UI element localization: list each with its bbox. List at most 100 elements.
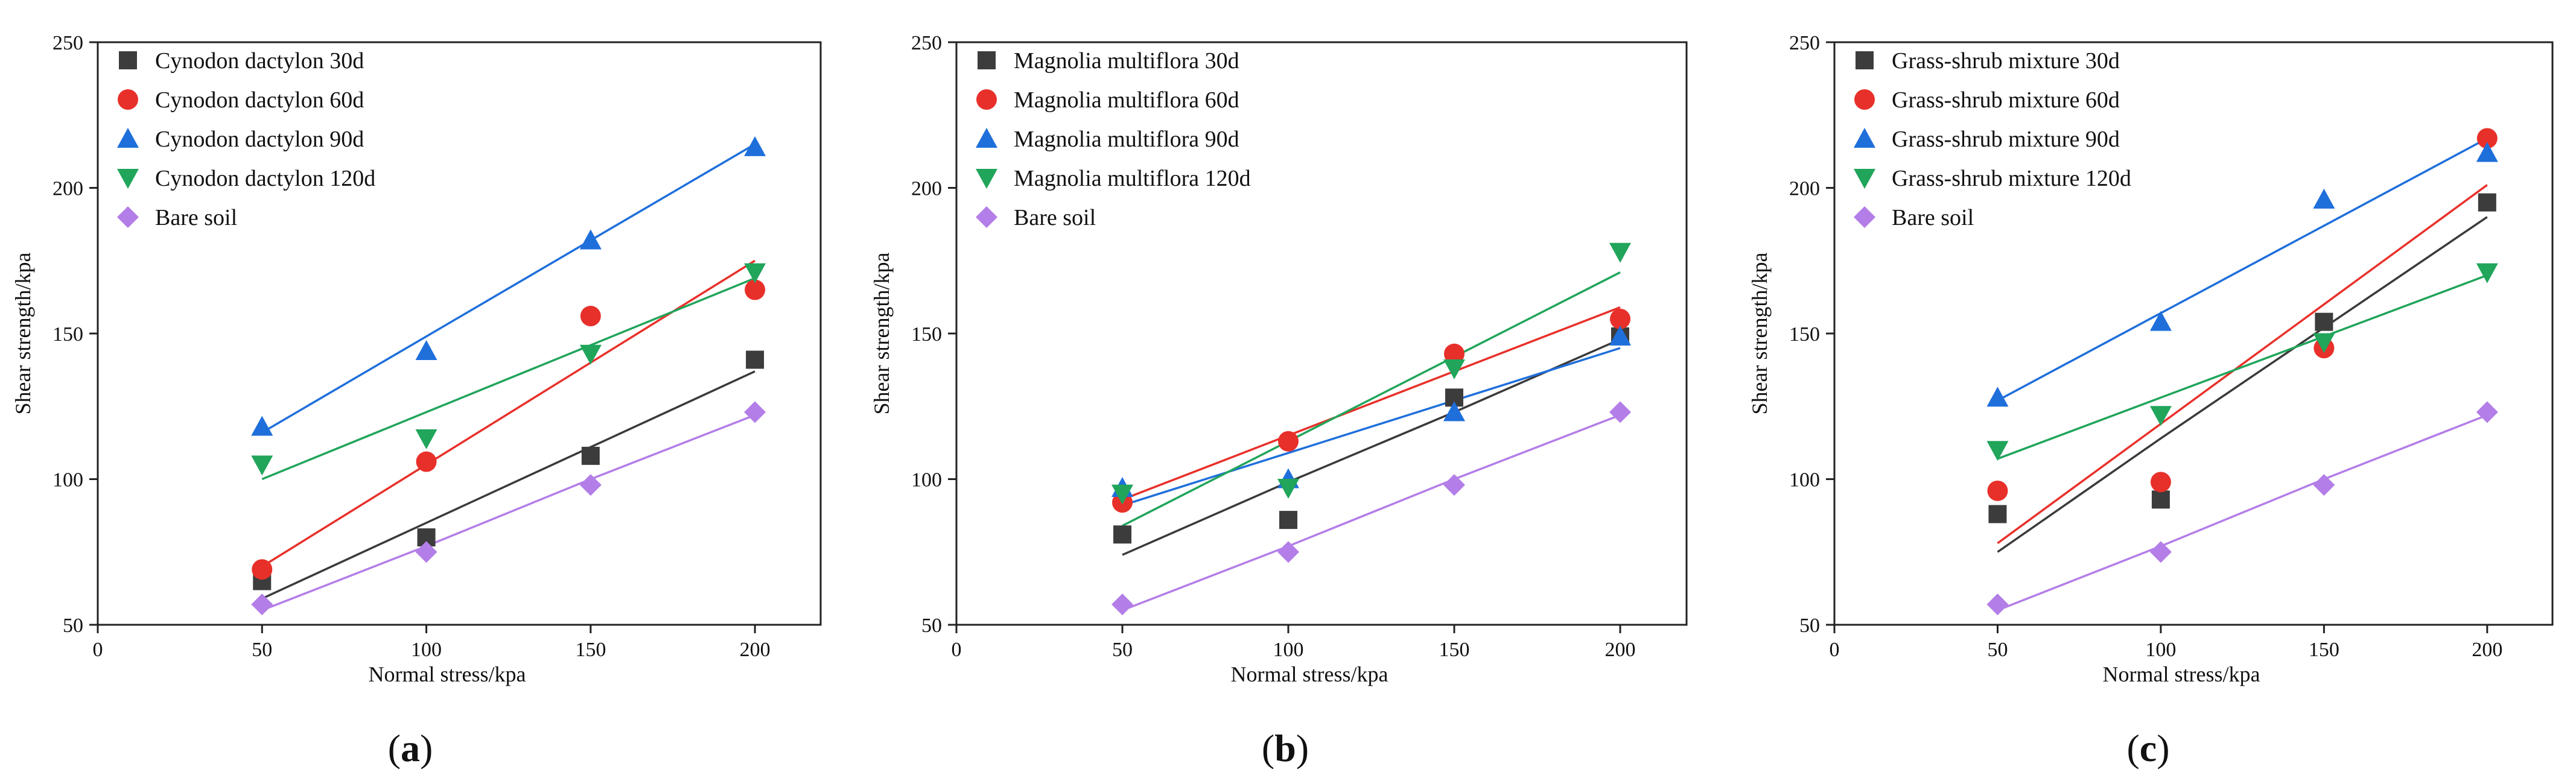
data-point (2313, 333, 2335, 353)
legend-label: Bare soil (1014, 205, 1096, 230)
legend-label: Bare soil (1892, 205, 1974, 230)
data-point (1277, 478, 1299, 499)
legend-label: Cynodon dactylon 90d (155, 127, 364, 152)
y-tick-label: 150 (52, 323, 83, 346)
legend-label: Bare soil (155, 205, 237, 230)
panel-label: (a) (388, 727, 433, 770)
legend-label: Cynodon dactylon 30d (155, 48, 364, 74)
y-tick-label: 200 (1789, 178, 1820, 200)
panel-label-close: ) (2157, 727, 2169, 770)
data-series-3 (1986, 142, 2498, 407)
data-point (1986, 441, 2009, 461)
legend-label: Magnolia multiflora 90d (1014, 127, 1239, 152)
fit-line-series-3 (1997, 137, 2488, 402)
legend-marker (1854, 206, 1875, 228)
data-series-4 (1111, 242, 1631, 505)
fit-line-series-3 (1122, 347, 1621, 507)
data-point (251, 455, 273, 476)
legend-label: Grass-shrub mixture 30d (1892, 48, 2120, 74)
data-point (579, 474, 602, 496)
data-point (2476, 142, 2498, 162)
y-tick-label: 250 (1789, 32, 1820, 54)
panel-label-open: ( (388, 727, 401, 770)
data-point (1609, 401, 1631, 423)
data-point (1986, 387, 2009, 407)
data-point (2313, 474, 2335, 496)
data-point (1279, 511, 1297, 530)
data-point (744, 263, 766, 283)
data-point (1988, 505, 2007, 523)
data-point (2478, 193, 2496, 212)
panel-label-letter: b (1274, 727, 1296, 770)
panel-label-letter: c (2140, 727, 2157, 770)
data-series-2 (1112, 308, 1630, 513)
y-tick-label: 250 (911, 32, 942, 54)
fit-line-series-1 (1997, 216, 2488, 553)
legend-marker (119, 51, 137, 69)
x-tick-label: 50 (252, 639, 272, 661)
legend-label: Cynodon dactylon 60d (155, 87, 364, 113)
y-tick-label: 100 (52, 469, 83, 492)
data-point (1443, 474, 1465, 496)
y-tick-label: 50 (1799, 615, 1820, 637)
fit-line-series-2 (1122, 306, 1621, 501)
x-tick-label: 50 (1987, 639, 2008, 661)
data-series-1 (1988, 193, 2496, 523)
data-series-1 (1113, 327, 1629, 544)
data-point (1278, 431, 1299, 452)
legend-label: Cynodon dactylon 120d (155, 166, 375, 191)
data-point (1111, 484, 1133, 505)
y-tick-label: 150 (1789, 323, 1820, 346)
fit-line-series-5 (261, 414, 755, 612)
legend-label: Grass-shrub mixture 90d (1892, 127, 2120, 152)
panel-label-open: ( (1262, 727, 1274, 770)
data-point (744, 136, 766, 156)
fit-line-series-4 (1997, 274, 2488, 460)
x-tick-label: 150 (1439, 639, 1470, 661)
data-point (415, 541, 437, 563)
legend-marker (976, 169, 997, 189)
data-point (1443, 359, 1465, 379)
fit-line-series-5 (1122, 414, 1621, 612)
legend: Magnolia multiflora 30d Magnolia multiflo… (976, 48, 1251, 230)
data-point (415, 429, 437, 449)
fit-line-series-1 (1122, 338, 1621, 556)
data-point (1444, 343, 1465, 364)
legend-label: Magnolia multiflora 120d (1014, 166, 1251, 191)
x-tick-label: 0 (952, 639, 962, 661)
legend-label: Grass-shrub mixture 60d (1892, 87, 2120, 113)
data-point (746, 350, 765, 369)
legend-marker (976, 128, 997, 148)
chart-panel-a: 0 50 100 150 200 50 100 150 200 250 Normal stress/… (11, 32, 822, 770)
data-point (1609, 325, 1631, 346)
data-point (1609, 242, 1631, 263)
data-series-2 (252, 279, 766, 580)
y-tick-label: 50 (921, 615, 942, 637)
legend-marker (1854, 128, 1875, 148)
y-tick-label: 100 (1789, 469, 1820, 492)
data-point (1111, 593, 1133, 616)
data-point (579, 229, 602, 250)
data-series-3 (1111, 325, 1631, 497)
data-point (2150, 472, 2171, 493)
legend-marker (976, 89, 997, 110)
data-series-5 (1111, 401, 1631, 616)
y-tick-label: 150 (911, 323, 942, 346)
legend-marker (1854, 89, 1875, 110)
legend-marker (117, 169, 139, 189)
data-point (2315, 312, 2333, 331)
y-axis-title: Shear strength/kpa (1748, 253, 1772, 415)
data-point (1986, 593, 2009, 616)
x-tick-label: 100 (1273, 639, 1304, 661)
data-point (1113, 525, 1131, 544)
legend-marker (118, 89, 138, 110)
data-point (2149, 311, 2172, 331)
legend-marker (1856, 51, 1874, 69)
y-tick-label: 200 (52, 178, 83, 200)
y-tick-label: 200 (911, 178, 942, 200)
legend: Cynodon dactylon 30d Cynodon dactylon 60d… (117, 48, 375, 230)
data-point (745, 279, 766, 300)
x-tick-label: 200 (1605, 639, 1636, 661)
data-series-4 (251, 263, 766, 476)
